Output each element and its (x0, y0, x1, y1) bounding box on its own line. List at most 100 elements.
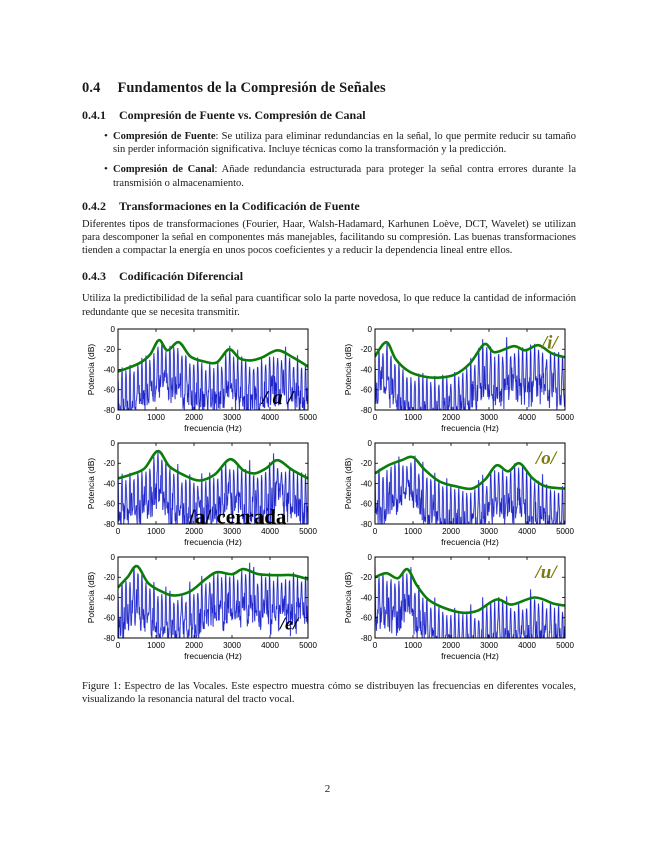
svg-text:Potencia (dB): Potencia (dB) (86, 571, 96, 623)
svg-text:3000: 3000 (480, 527, 498, 536)
subsection-title: Transformaciones en la Codificación de F… (119, 198, 360, 213)
svg-text:3000: 3000 (480, 641, 498, 650)
svg-text:-80: -80 (103, 520, 115, 529)
bullet-list: Compresión de Fuente: Se utiliza para el… (82, 130, 576, 190)
svg-text:0: 0 (111, 553, 116, 562)
text-column: 0.4 Fundamentos de la Compresión de Señal… (82, 80, 576, 706)
svg-text:3000: 3000 (223, 641, 241, 650)
paragraph-diferencial: Utiliza la predictibilidad de la señal p… (82, 293, 576, 318)
bullet-term: Compresión de Fuente (113, 131, 216, 142)
svg-text:-80: -80 (360, 520, 372, 529)
svg-text:0: 0 (368, 553, 373, 562)
svg-text:-80: -80 (103, 406, 115, 415)
svg-text:-20: -20 (360, 573, 372, 582)
svg-text:5000: 5000 (556, 641, 574, 650)
svg-text:-60: -60 (103, 613, 115, 622)
svg-text:0: 0 (368, 439, 373, 448)
svg-text:5000: 5000 (299, 527, 317, 536)
subplot-vowel-u: 0 1000 2000 3000 4000 5000 0 -20 -40 -60 -80 frecue… (343, 553, 574, 661)
svg-text:frecuencia (Hz): frecuencia (Hz) (441, 651, 499, 661)
svg-text:Potencia (dB): Potencia (dB) (343, 571, 353, 623)
subsection-number: 0.4.3 (82, 269, 106, 284)
list-item: Compresión de Fuente: Se utiliza para el… (82, 130, 576, 156)
svg-text:/u/: /u/ (533, 562, 558, 583)
paragraph-transformaciones: Diferentes tipos de transformaciones (Fo… (82, 218, 576, 257)
svg-text:-60: -60 (103, 385, 115, 394)
svg-text:0: 0 (116, 641, 121, 650)
svg-text:2000: 2000 (185, 641, 203, 650)
bullet-text: : Se utiliza para eliminar redundancias … (113, 131, 576, 156)
svg-text:-60: -60 (360, 499, 372, 508)
svg-text:-20: -20 (360, 459, 372, 468)
svg-text:Potencia (dB): Potencia (dB) (343, 343, 353, 395)
page-number: 2 (324, 783, 331, 795)
svg-text:0: 0 (373, 413, 378, 422)
svg-text:-40: -40 (103, 479, 115, 488)
subsection-title: Codificación Diferencial (119, 269, 244, 284)
svg-text:2000: 2000 (185, 527, 203, 536)
svg-text:2000: 2000 (442, 641, 460, 650)
subplot-vowel-a: 0 1000 2000 3000 4000 5000 0 -20 -40 -60 -80 frecue… (86, 325, 317, 433)
svg-text:0: 0 (111, 439, 116, 448)
svg-text:-80: -80 (103, 634, 115, 643)
svg-text:4000: 4000 (261, 527, 279, 536)
svg-text:-40: -40 (360, 593, 372, 602)
subsection-title: Compresión de Fuente vs. Compresión de C… (119, 108, 366, 122)
svg-text:4000: 4000 (518, 641, 536, 650)
svg-text:-40: -40 (103, 593, 115, 602)
svg-text:0: 0 (373, 527, 378, 536)
svg-text:0: 0 (116, 527, 121, 536)
svg-text:frecuencia (Hz): frecuencia (Hz) (441, 423, 499, 433)
svg-text:1000: 1000 (147, 641, 165, 650)
svg-text:-20: -20 (103, 459, 115, 468)
svg-text:0: 0 (373, 641, 378, 650)
svg-text:-40: -40 (360, 365, 372, 374)
svg-text:-20: -20 (103, 345, 115, 354)
svg-text:4000: 4000 (518, 527, 536, 536)
svg-text:5000: 5000 (299, 641, 317, 650)
svg-text:3000: 3000 (223, 413, 241, 422)
svg-text:2000: 2000 (442, 527, 460, 536)
svg-text:-40: -40 (360, 479, 372, 488)
svg-text:0: 0 (111, 325, 116, 334)
svg-text:1000: 1000 (404, 527, 422, 536)
svg-text:Potencia (dB): Potencia (dB) (86, 343, 96, 395)
svg-text:3000: 3000 (223, 527, 241, 536)
svg-text:1000: 1000 (147, 413, 165, 422)
svg-text:-80: -80 (360, 406, 372, 415)
subplot-vowel-o: 0 1000 2000 3000 4000 5000 0 -20 -40 -60 -80 frecue… (343, 439, 574, 547)
svg-text:4000: 4000 (261, 413, 279, 422)
svg-text:2000: 2000 (442, 413, 460, 422)
svg-text:5000: 5000 (556, 527, 574, 536)
svg-text:2000: 2000 (185, 413, 203, 422)
svg-text:0: 0 (368, 325, 373, 334)
svg-text:3000: 3000 (480, 413, 498, 422)
svg-text:/a/ cerrada: /a/ cerrada (188, 504, 287, 528)
svg-text:-60: -60 (360, 613, 372, 622)
svg-text:5000: 5000 (299, 413, 317, 422)
subplot-vowel-a-cerrada: 0 1000 2000 3000 4000 5000 0 -20 -40 -60 -80 frecue… (86, 439, 317, 547)
subsection-heading-043: 0.4.3 Codificación Diferencial (82, 269, 576, 284)
svg-text:1000: 1000 (147, 527, 165, 536)
svg-text:frecuencia (Hz): frecuencia (Hz) (184, 651, 242, 661)
svg-text:4000: 4000 (518, 413, 536, 422)
subplot-vowel-i: 0 1000 2000 3000 4000 5000 0 -20 -40 -60 -80 frecue… (343, 325, 574, 433)
svg-text:frecuencia (Hz): frecuencia (Hz) (184, 423, 242, 433)
svg-text:-20: -20 (360, 345, 372, 354)
svg-text:frecuencia (Hz): frecuencia (Hz) (441, 537, 499, 547)
svg-text:-80: -80 (360, 634, 372, 643)
section-number: 0.4 (82, 80, 101, 96)
svg-text:-40: -40 (103, 365, 115, 374)
svg-text:-60: -60 (103, 499, 115, 508)
svg-text:Potencia (dB): Potencia (dB) (86, 457, 96, 509)
svg-text:5000: 5000 (556, 413, 574, 422)
subplot-vowel-e: 0 1000 2000 3000 4000 5000 0 -20 -40 -60 -80 frecue… (86, 553, 317, 661)
svg-text:/e/: /e/ (278, 614, 300, 634)
subsection-heading-042: 0.4.2 Transformaciones en la Codificación… (82, 199, 576, 214)
figure-vowel-spectra: 0 1000 2000 3000 4000 5000 0 -20 -40 -60 -80 frecue… (85, 325, 597, 667)
svg-text:/i/: /i/ (540, 332, 560, 353)
svg-text:0: 0 (116, 413, 121, 422)
svg-text:/ a /: / a / (260, 387, 296, 409)
svg-text:Potencia (dB): Potencia (dB) (343, 457, 353, 509)
section-heading: 0.4 Fundamentos de la Compresión de Señal… (82, 80, 576, 97)
